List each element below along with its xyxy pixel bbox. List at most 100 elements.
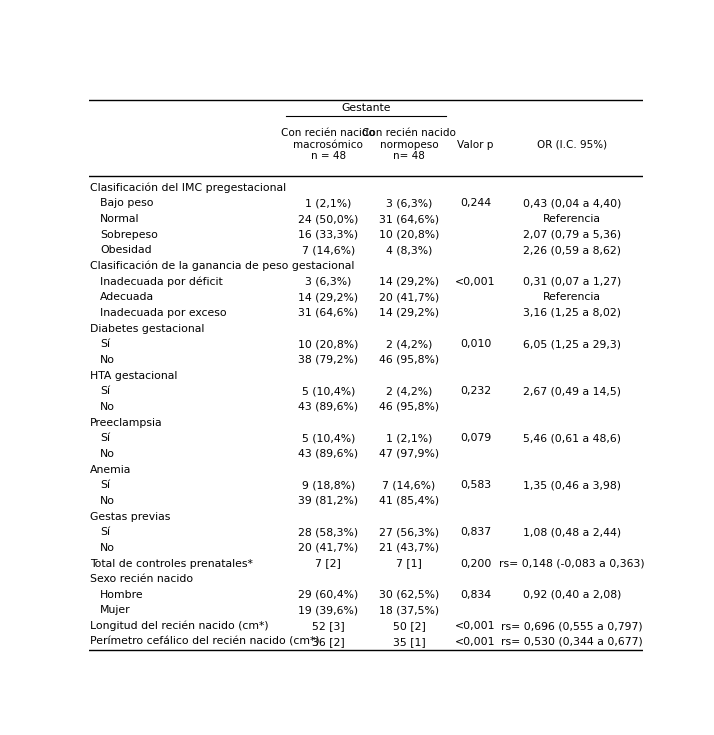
Text: Sobrepeso: Sobrepeso xyxy=(100,229,159,240)
Text: 7 [1]: 7 [1] xyxy=(396,559,422,568)
Text: 30 (62,5%): 30 (62,5%) xyxy=(379,589,439,600)
Text: Sí: Sí xyxy=(100,387,111,396)
Text: 20 (41,7%): 20 (41,7%) xyxy=(379,293,439,302)
Text: Hombre: Hombre xyxy=(100,589,144,600)
Text: 1 (2,1%): 1 (2,1%) xyxy=(386,433,432,443)
Text: 5 (10,4%): 5 (10,4%) xyxy=(301,387,355,396)
Text: 0,834: 0,834 xyxy=(460,589,491,600)
Text: Sí: Sí xyxy=(100,480,111,490)
Text: No: No xyxy=(100,402,116,412)
Text: 36 [2]: 36 [2] xyxy=(312,637,345,647)
Text: 0,837: 0,837 xyxy=(460,527,491,537)
Text: Bajo peso: Bajo peso xyxy=(100,198,154,208)
Text: 41 (85,4%): 41 (85,4%) xyxy=(379,496,439,506)
Text: OR (I.C. 95%): OR (I.C. 95%) xyxy=(537,140,607,150)
Text: rs= 0,696 (0,555 a 0,797): rs= 0,696 (0,555 a 0,797) xyxy=(501,621,643,631)
Text: 52 [3]: 52 [3] xyxy=(312,621,345,631)
Text: Sí: Sí xyxy=(100,433,111,443)
Text: Referencia: Referencia xyxy=(543,293,600,302)
Text: Sí: Sí xyxy=(100,527,111,537)
Text: Con recién nacido
normopeso
n= 48: Con recién nacido normopeso n= 48 xyxy=(362,128,456,162)
Text: 19 (39,6%): 19 (39,6%) xyxy=(298,606,358,615)
Text: No: No xyxy=(100,496,116,506)
Text: No: No xyxy=(100,355,116,365)
Text: Valor p: Valor p xyxy=(457,140,493,150)
Text: 14 (29,2%): 14 (29,2%) xyxy=(379,308,439,318)
Text: 10 (20,8%): 10 (20,8%) xyxy=(298,340,358,349)
Text: 10 (20,8%): 10 (20,8%) xyxy=(379,229,439,240)
Text: Con recién nacido
macrosómico
n = 48: Con recién nacido macrosómico n = 48 xyxy=(281,128,376,162)
Text: 50 [2]: 50 [2] xyxy=(393,621,426,631)
Text: HTA gestacional: HTA gestacional xyxy=(91,370,178,381)
Text: 1,08 (0,48 a 2,44): 1,08 (0,48 a 2,44) xyxy=(523,527,621,537)
Text: 0,079: 0,079 xyxy=(460,433,491,443)
Text: Diabetes gestacional: Diabetes gestacional xyxy=(91,323,205,334)
Text: No: No xyxy=(100,449,116,459)
Text: <0,001: <0,001 xyxy=(456,621,496,631)
Text: 43 (89,6%): 43 (89,6%) xyxy=(298,402,358,412)
Text: 7 [2]: 7 [2] xyxy=(316,559,341,568)
Text: 35 [1]: 35 [1] xyxy=(393,637,426,647)
Text: 9 (18,8%): 9 (18,8%) xyxy=(302,480,355,490)
Text: Gestas previas: Gestas previas xyxy=(91,512,171,522)
Text: 14 (29,2%): 14 (29,2%) xyxy=(379,276,439,287)
Text: 46 (95,8%): 46 (95,8%) xyxy=(379,355,439,365)
Text: Sexo recién nacido: Sexo recién nacido xyxy=(91,574,193,584)
Text: 46 (95,8%): 46 (95,8%) xyxy=(379,402,439,412)
Text: 20 (41,7%): 20 (41,7%) xyxy=(298,543,358,553)
Text: 39 (81,2%): 39 (81,2%) xyxy=(298,496,358,506)
Text: 28 (58,3%): 28 (58,3%) xyxy=(298,527,358,537)
Text: Longitud del recién nacido (cm*): Longitud del recién nacido (cm*) xyxy=(91,621,269,631)
Text: Anemia: Anemia xyxy=(91,465,131,475)
Text: 0,31 (0,07 a 1,27): 0,31 (0,07 a 1,27) xyxy=(523,276,621,287)
Text: Clasificación de la ganancia de peso gestacional: Clasificación de la ganancia de peso ges… xyxy=(91,261,355,271)
Text: 0,43 (0,04 a 4,40): 0,43 (0,04 a 4,40) xyxy=(523,198,621,208)
Text: 29 (60,4%): 29 (60,4%) xyxy=(298,589,358,600)
Text: 27 (56,3%): 27 (56,3%) xyxy=(379,527,439,537)
Text: 38 (79,2%): 38 (79,2%) xyxy=(298,355,358,365)
Text: 31 (64,6%): 31 (64,6%) xyxy=(298,308,358,318)
Text: Adecuada: Adecuada xyxy=(100,293,154,302)
Text: Sí: Sí xyxy=(100,340,111,349)
Text: Clasificación del IMC pregestacional: Clasificación del IMC pregestacional xyxy=(91,182,286,193)
Text: 1 (2,1%): 1 (2,1%) xyxy=(305,198,351,208)
Text: 18 (37,5%): 18 (37,5%) xyxy=(379,606,439,615)
Text: 14 (29,2%): 14 (29,2%) xyxy=(298,293,358,302)
Text: Gestante: Gestante xyxy=(341,103,391,113)
Text: No: No xyxy=(100,543,116,553)
Text: 2,07 (0,79 a 5,36): 2,07 (0,79 a 5,36) xyxy=(523,229,621,240)
Text: Inadecuada por déficit: Inadecuada por déficit xyxy=(100,276,223,287)
Text: 7 (14,6%): 7 (14,6%) xyxy=(302,245,355,255)
Text: 2 (4,2%): 2 (4,2%) xyxy=(386,387,432,396)
Text: 0,92 (0,40 a 2,08): 0,92 (0,40 a 2,08) xyxy=(523,589,621,600)
Text: Normal: Normal xyxy=(100,214,140,224)
Text: 5 (10,4%): 5 (10,4%) xyxy=(301,433,355,443)
Text: <0,001: <0,001 xyxy=(456,276,496,287)
Text: <0,001: <0,001 xyxy=(456,637,496,647)
Text: 3 (6,3%): 3 (6,3%) xyxy=(305,276,351,287)
Text: Mujer: Mujer xyxy=(100,606,131,615)
Text: 7 (14,6%): 7 (14,6%) xyxy=(383,480,436,490)
Text: Total de controles prenatales*: Total de controles prenatales* xyxy=(91,559,253,568)
Text: rs= 0,148 (-0,083 a 0,363): rs= 0,148 (-0,083 a 0,363) xyxy=(499,559,645,568)
Text: 4 (8,3%): 4 (8,3%) xyxy=(386,245,432,255)
Text: 2,67 (0,49 a 14,5): 2,67 (0,49 a 14,5) xyxy=(523,387,620,396)
Text: 43 (89,6%): 43 (89,6%) xyxy=(298,449,358,459)
Text: 6,05 (1,25 a 29,3): 6,05 (1,25 a 29,3) xyxy=(523,340,620,349)
Text: 0,200: 0,200 xyxy=(460,559,491,568)
Text: 2,26 (0,59 a 8,62): 2,26 (0,59 a 8,62) xyxy=(523,245,620,255)
Text: 3,16 (1,25 a 8,02): 3,16 (1,25 a 8,02) xyxy=(523,308,620,318)
Text: 24 (50,0%): 24 (50,0%) xyxy=(298,214,358,224)
Text: Preeclampsia: Preeclampsia xyxy=(91,417,163,428)
Text: Inadecuada por exceso: Inadecuada por exceso xyxy=(100,308,227,318)
Text: 0,232: 0,232 xyxy=(460,387,491,396)
Text: 16 (33,3%): 16 (33,3%) xyxy=(298,229,358,240)
Text: 31 (64,6%): 31 (64,6%) xyxy=(379,214,439,224)
Text: 47 (97,9%): 47 (97,9%) xyxy=(379,449,439,459)
Text: 5,46 (0,61 a 48,6): 5,46 (0,61 a 48,6) xyxy=(523,433,620,443)
Text: Referencia: Referencia xyxy=(543,214,600,224)
Text: 0,244: 0,244 xyxy=(460,198,491,208)
Text: 0,010: 0,010 xyxy=(460,340,491,349)
Text: 1,35 (0,46 a 3,98): 1,35 (0,46 a 3,98) xyxy=(523,480,620,490)
Text: 21 (43,7%): 21 (43,7%) xyxy=(379,543,439,553)
